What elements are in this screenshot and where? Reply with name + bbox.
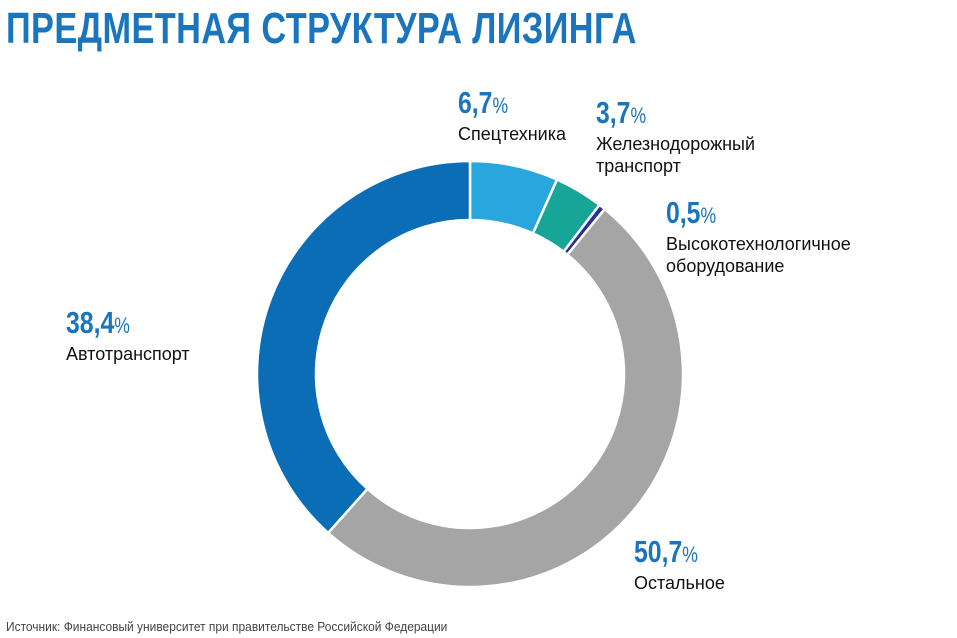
- data-label-auto: 38,4% Автотранспорт: [66, 306, 190, 365]
- unit: %: [114, 313, 130, 338]
- data-label-railway: 3,7% Железнодорожный транспорт: [596, 96, 796, 177]
- data-label-spectehnika: 6,7% Спецтехника: [458, 86, 566, 145]
- unit: %: [492, 93, 509, 118]
- slice-value: 6,7: [458, 85, 493, 120]
- unit: %: [700, 203, 717, 228]
- slice-label: Высокотехнологичное оборудование: [666, 234, 851, 276]
- unit: %: [682, 542, 698, 567]
- slice-label: Железнодорожный транспорт: [596, 134, 756, 176]
- slice-value: 50,7: [634, 534, 683, 569]
- donut-slice-3: [326, 207, 685, 589]
- slice-value: 0,5: [666, 195, 701, 230]
- unit: %: [630, 103, 647, 128]
- slice-label: Спецтехника: [458, 124, 566, 144]
- slice-label: Остальное: [634, 573, 725, 593]
- donut-slice-4: [255, 159, 472, 535]
- slice-value: 3,7: [596, 95, 631, 130]
- slice-label: Автотранспорт: [66, 344, 190, 364]
- slice-value: 38,4: [66, 305, 115, 340]
- data-label-hightech: 0,5% Высокотехнологичное оборудование: [666, 196, 896, 277]
- source-note: Источник: Финансовый университет при пра…: [6, 619, 448, 634]
- data-label-other: 50,7% Остальное: [634, 535, 725, 594]
- chart-title: ПРЕДМЕТНАЯ СТРУКТУРА ЛИЗИНГА: [6, 4, 637, 53]
